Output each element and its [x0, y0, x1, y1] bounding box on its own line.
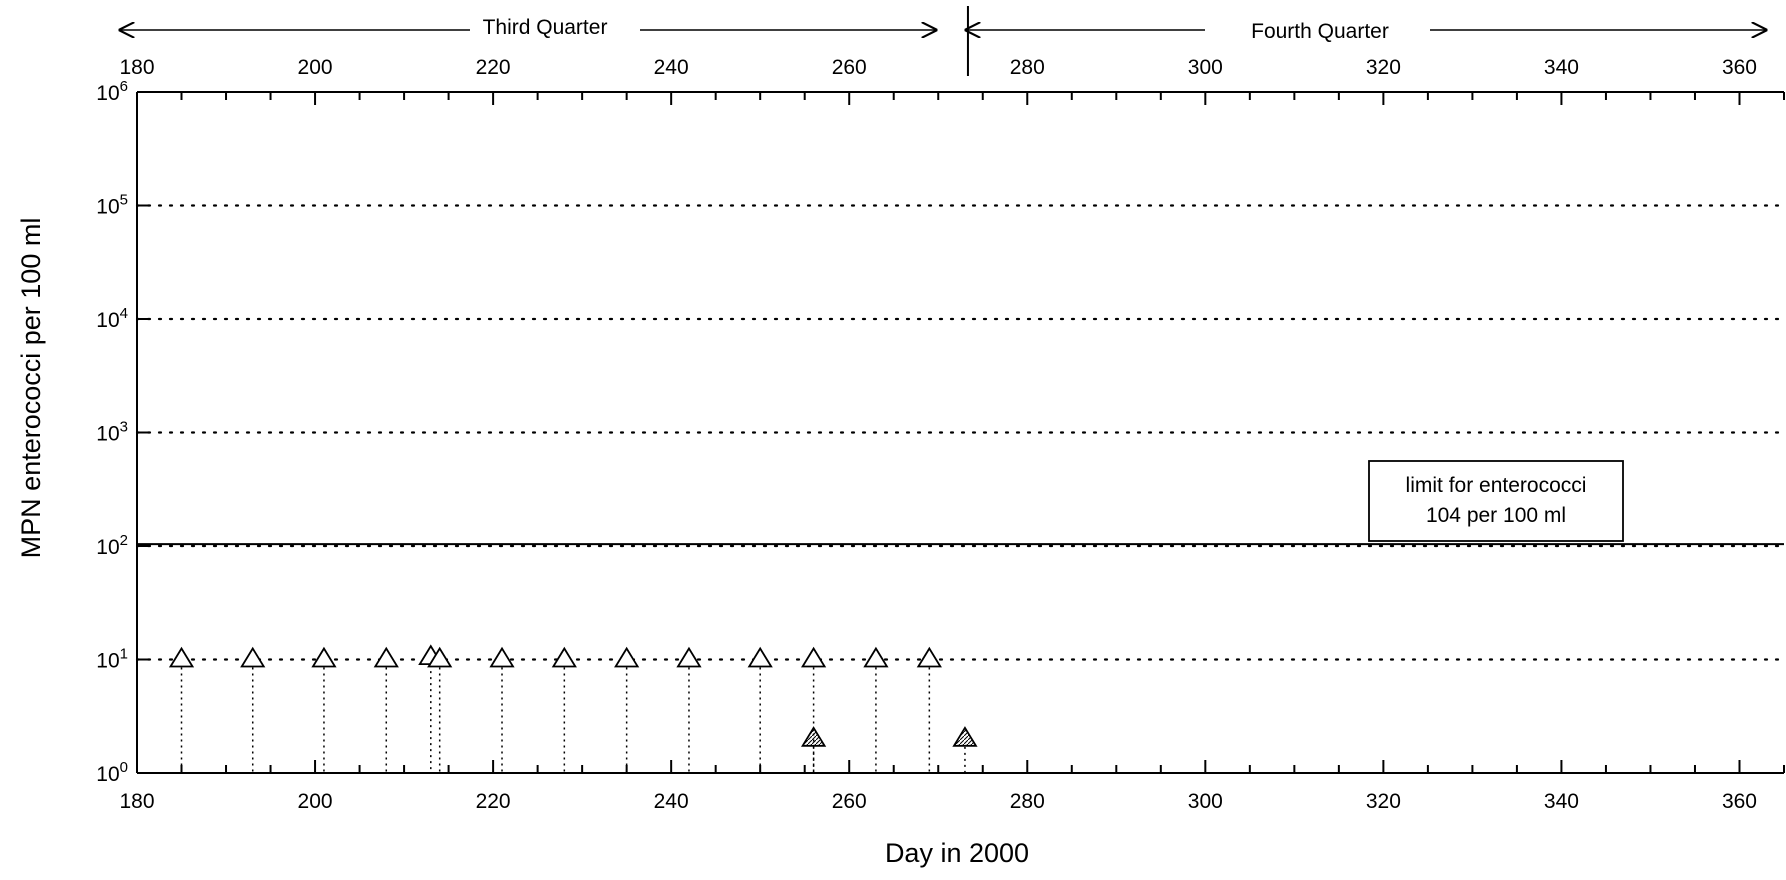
- x-top-tick-label-340: 340: [1544, 56, 1579, 79]
- x-tick-label-240: 240: [654, 790, 689, 813]
- y-tick-base: 10: [96, 763, 119, 786]
- y-tick-exponent: 0: [120, 759, 128, 776]
- triangle-marker-5: [427, 646, 453, 668]
- y-tick-label-1: 101: [96, 646, 128, 673]
- x-tick-label-200: 200: [298, 790, 333, 813]
- triangle-marker-9: [676, 646, 702, 668]
- x-top-tick-label-220: 220: [476, 56, 511, 79]
- y-tick-exponent: 4: [120, 305, 128, 322]
- x-tick-label-320: 320: [1366, 790, 1401, 813]
- triangle-marker-2: [311, 646, 337, 668]
- x-tick-label-280: 280: [1010, 790, 1045, 813]
- fourth-quarter-label: Fourth Quarter: [1251, 20, 1389, 43]
- y-tick-label-4: 104: [96, 305, 128, 332]
- y-tick-base: 10: [96, 423, 119, 446]
- x-top-tick-label-260: 260: [832, 56, 867, 79]
- triangle-marker-10: [747, 646, 773, 668]
- limit-label-line2: 104 per 100 ml: [1426, 504, 1566, 527]
- x-tick-label-360: 360: [1722, 790, 1757, 813]
- triangle-marker-13: [916, 646, 942, 668]
- x-top-tick-label-200: 200: [298, 56, 333, 79]
- y-tick-base: 10: [96, 536, 119, 559]
- triangle-marker-12: [863, 646, 889, 668]
- y-tick-label-0: 100: [96, 759, 128, 786]
- x-tick-label-220: 220: [476, 790, 511, 813]
- x-tick-label-300: 300: [1188, 790, 1223, 813]
- x-top-tick-label-240: 240: [654, 56, 689, 79]
- limit-label-box: [1368, 460, 1624, 542]
- x-top-tick-label-280: 280: [1010, 56, 1045, 79]
- y-tick-base: 10: [96, 196, 119, 219]
- triangle-marker-6: [489, 646, 515, 668]
- triangle-marker-7: [551, 646, 577, 668]
- y-axis-title: MPN enterococci per 100 ml: [16, 218, 46, 559]
- y-tick-exponent: 6: [120, 78, 128, 95]
- x-tick-label-180: 180: [119, 790, 154, 813]
- x-axis-title: Day in 2000: [885, 838, 1029, 868]
- limit-label-line1: limit for enterococci: [1406, 474, 1587, 497]
- y-tick-label-6: 106: [96, 78, 128, 105]
- triangle-marker-3: [373, 646, 399, 668]
- y-tick-label-2: 102: [96, 532, 128, 559]
- y-tick-exponent: 5: [120, 192, 128, 209]
- x-tick-label-340: 340: [1544, 790, 1579, 813]
- y-tick-base: 10: [96, 650, 119, 673]
- y-tick-exponent: 2: [120, 532, 128, 549]
- y-tick-exponent: 3: [120, 419, 128, 436]
- x-top-tick-label-360: 360: [1722, 56, 1757, 79]
- triangle-marker-8: [614, 646, 640, 668]
- triangle-marker-11: [801, 646, 827, 668]
- y-tick-base: 10: [96, 82, 119, 105]
- third-quarter-label: Third Quarter: [483, 16, 608, 39]
- x-top-tick-label-320: 320: [1366, 56, 1401, 79]
- triangle-marker-1: [240, 646, 266, 668]
- hatched-triangle-marker-1: [952, 726, 978, 747]
- y-tick-exponent: 1: [120, 646, 128, 663]
- x-top-tick-label-180: 180: [119, 56, 154, 79]
- x-tick-label-260: 260: [832, 790, 867, 813]
- y-tick-label-3: 103: [96, 419, 128, 446]
- y-tick-base: 10: [96, 309, 119, 332]
- hatched-triangle-marker-0: [801, 726, 827, 747]
- triangle-marker-0: [168, 646, 195, 668]
- x-top-tick-label-300: 300: [1188, 56, 1223, 79]
- y-tick-label-5: 105: [96, 192, 128, 219]
